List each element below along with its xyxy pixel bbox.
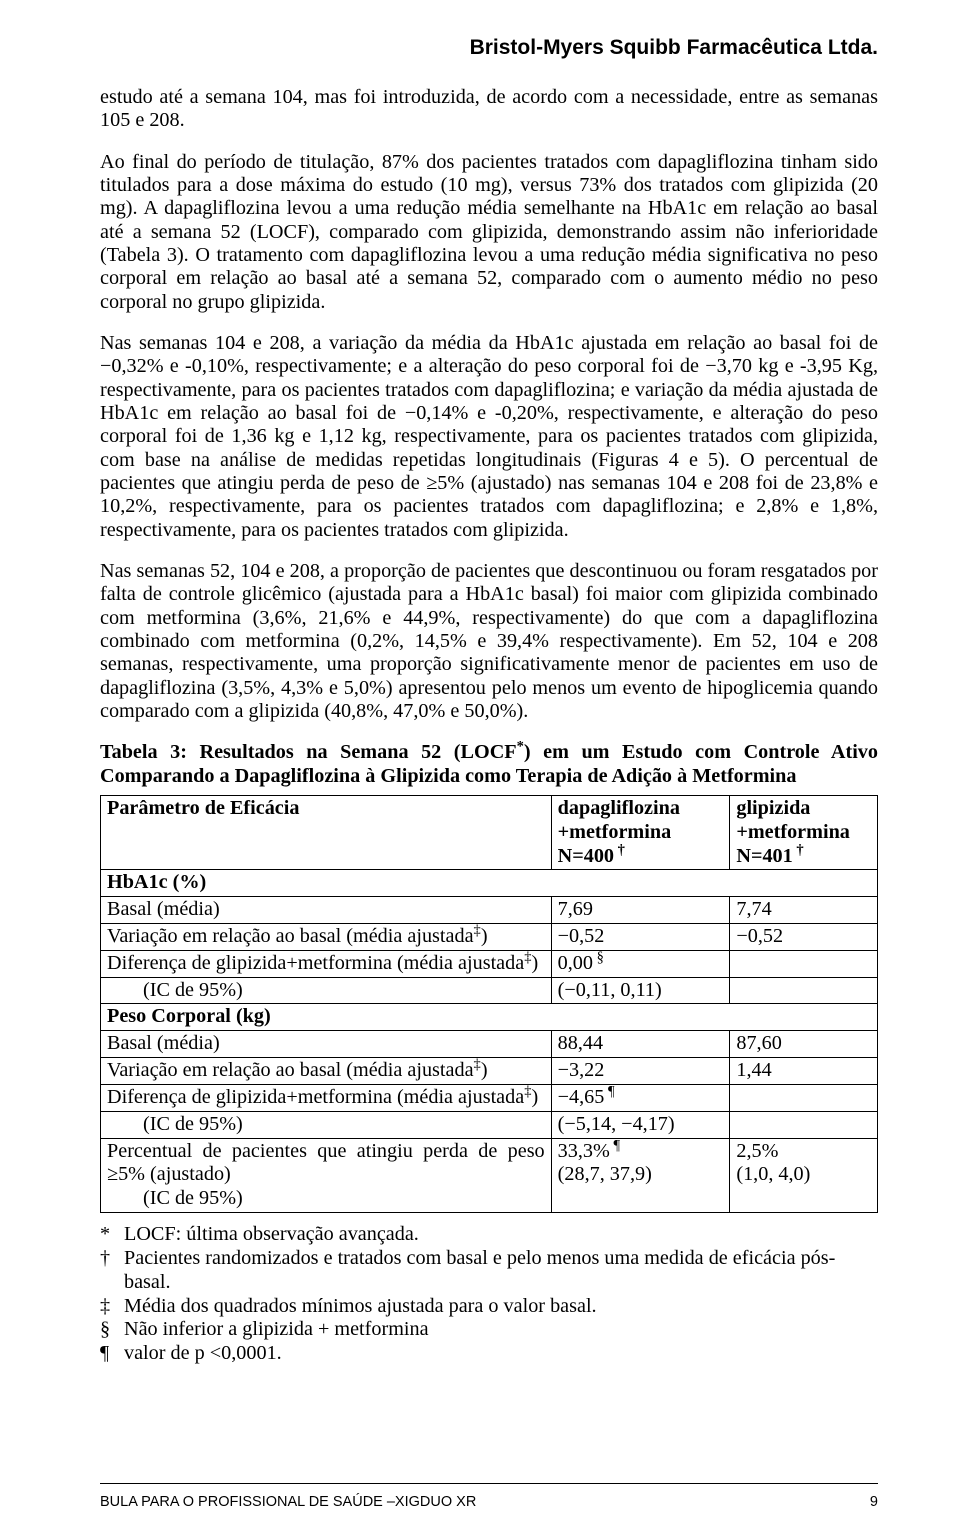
table-title-a: Tabela 3: Resultados na Semana 52 (LOCF <box>100 741 517 763</box>
paragraph-1: estudo até a semana 104, mas foi introdu… <box>100 86 878 133</box>
cell-col1: −0,52 <box>551 924 730 951</box>
footnote-line: ‡Média dos quadrados mínimos ajustada pa… <box>100 1295 878 1319</box>
footnote-line: *LOCF: última observação avançada. <box>100 1223 878 1247</box>
cell-label: Variação em relação ao basal (média ajus… <box>101 1058 552 1085</box>
col-header-dapa: dapagliflozina+metforminaN=400 † <box>551 795 730 869</box>
table-row: HbA1c (%) <box>101 870 878 897</box>
page-footer: BULA PARA O PROFISSIONAL DE SAÚDE –XIGDU… <box>100 1494 878 1510</box>
footnote-symbol: * <box>100 1223 124 1247</box>
table-title-asterisk: * <box>517 738 524 754</box>
cell-col2 <box>730 1111 878 1138</box>
cell-label: Variação em relação ao basal (média ajus… <box>101 924 552 951</box>
cell-col1: −4,65 ¶ <box>551 1084 730 1111</box>
cell-col1: 33,3% ¶(28,7, 37,9) <box>551 1138 730 1212</box>
cell-col1: (−5,14, −4,17) <box>551 1111 730 1138</box>
footnote-text: Pacientes randomizados e tratados com ba… <box>124 1247 878 1295</box>
table-row: Basal (média)7,697,74 <box>101 897 878 924</box>
table-row: Peso Corporal (kg) <box>101 1004 878 1031</box>
table-title: Tabela 3: Resultados na Semana 52 (LOCF*… <box>100 741 878 789</box>
cell-col1: 88,44 <box>551 1031 730 1058</box>
footnote-text: Média dos quadrados mínimos ajustada par… <box>124 1295 597 1319</box>
cell-label: Basal (média) <box>101 1031 552 1058</box>
table-row: Diferença de glipizida+metformina (média… <box>101 1084 878 1111</box>
cell-col2 <box>730 950 878 977</box>
footnote-line: §Não inferior a glipizida + metformina <box>100 1318 878 1342</box>
cell-label: (IC de 95%) <box>101 1111 552 1138</box>
cell-label: Diferença de glipizida+metformina (média… <box>101 950 552 977</box>
footnote-line: ¶valor de p <0,0001. <box>100 1342 878 1366</box>
footnote-symbol: ‡ <box>100 1295 124 1319</box>
footer-rule <box>100 1483 878 1484</box>
section-row: Peso Corporal (kg) <box>101 1004 878 1031</box>
cell-label: (IC de 95%) <box>101 977 552 1004</box>
col-header-glip: glipizida+metforminaN=401 † <box>730 795 878 869</box>
footnote-text: LOCF: última observação avançada. <box>124 1223 419 1247</box>
table-row: (IC de 95%)(−0,11, 0,11) <box>101 977 878 1004</box>
cell-col2 <box>730 1084 878 1111</box>
cell-col1: (−0,11, 0,11) <box>551 977 730 1004</box>
cell-label: Percentual de pacientes que atingiu perd… <box>101 1138 552 1212</box>
section-row: HbA1c (%) <box>101 870 878 897</box>
footnote-symbol: ¶ <box>100 1342 124 1366</box>
cell-label: Diferença de glipizida+metformina (média… <box>101 1084 552 1111</box>
efficacy-table: Parâmetro de Eficáciadapagliflozina+metf… <box>100 795 878 1213</box>
paragraph-4: Nas semanas 52, 104 e 208, a proporção d… <box>100 560 878 723</box>
footnotes: *LOCF: última observação avançada.†Pacie… <box>100 1223 878 1366</box>
footer-left: BULA PARA O PROFISSIONAL DE SAÚDE –XIGDU… <box>100 1494 476 1510</box>
company-header: Bristol-Myers Squibb Farmacêutica Ltda. <box>100 36 878 60</box>
table-row: Percentual de pacientes que atingiu perd… <box>101 1138 878 1212</box>
table-row: Diferença de glipizida+metformina (média… <box>101 950 878 977</box>
table-row: Variação em relação ao basal (média ajus… <box>101 1058 878 1085</box>
cell-col2 <box>730 977 878 1004</box>
footnote-symbol: § <box>100 1318 124 1342</box>
footnote-text: Não inferior a glipizida + metformina <box>124 1318 429 1342</box>
cell-col1: −3,22 <box>551 1058 730 1085</box>
footnote-line: †Pacientes randomizados e tratados com b… <box>100 1247 878 1295</box>
cell-col1: 7,69 <box>551 897 730 924</box>
cell-col1: 0,00 § <box>551 950 730 977</box>
cell-col2: 2,5%(1,0, 4,0) <box>730 1138 878 1212</box>
cell-col2: 87,60 <box>730 1031 878 1058</box>
cell-col2: 7,74 <box>730 897 878 924</box>
footnote-text: valor de p <0,0001. <box>124 1342 282 1366</box>
cell-label: Basal (média) <box>101 897 552 924</box>
page: Bristol-Myers Squibb Farmacêutica Ltda. … <box>0 0 960 1538</box>
table-row: Basal (média)88,4487,60 <box>101 1031 878 1058</box>
table-row: (IC de 95%)(−5,14, −4,17) <box>101 1111 878 1138</box>
col-header-param: Parâmetro de Eficácia <box>101 795 552 869</box>
cell-col2: −0,52 <box>730 924 878 951</box>
paragraph-2: Ao final do período de titulação, 87% do… <box>100 151 878 314</box>
cell-col2: 1,44 <box>730 1058 878 1085</box>
footer-right: 9 <box>870 1494 878 1510</box>
footnote-symbol: † <box>100 1247 124 1295</box>
paragraph-3: Nas semanas 104 e 208, a variação da méd… <box>100 332 878 542</box>
table-row: Variação em relação ao basal (média ajus… <box>101 924 878 951</box>
